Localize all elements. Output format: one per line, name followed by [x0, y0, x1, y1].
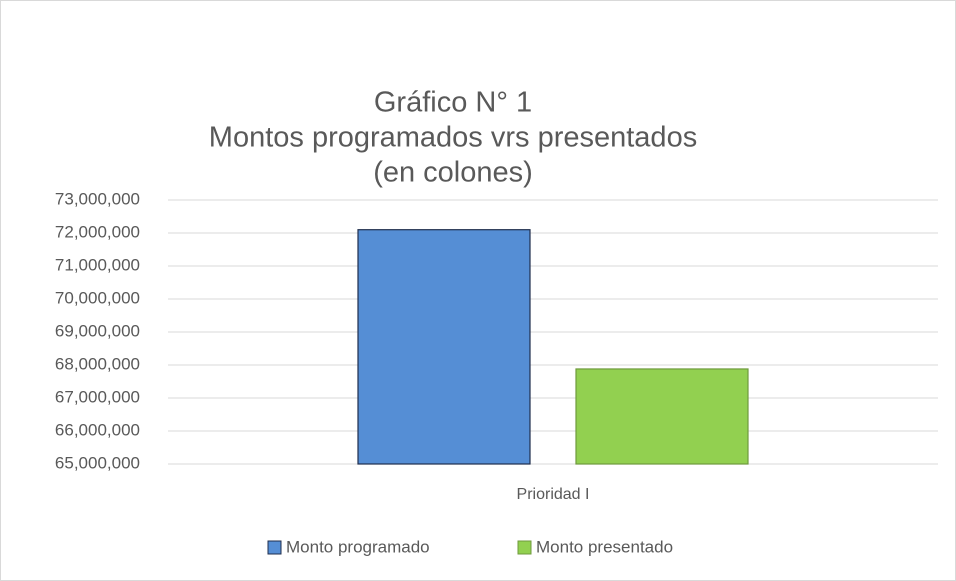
y-tick-label: 70,000,000: [55, 288, 140, 307]
y-tick-label: 71,000,000: [55, 255, 140, 274]
bar: [575, 368, 749, 465]
y-tick-label: 68,000,000: [55, 354, 140, 373]
y-tick-label: 67,000,000: [55, 387, 140, 406]
legend-swatch: [267, 540, 282, 555]
y-tick-label: 69,000,000: [55, 321, 140, 340]
chart-title: Montos programados vrs presentados: [209, 122, 697, 154]
legend-label: Monto presentado: [536, 537, 673, 556]
chart-title: (en colones): [373, 157, 533, 189]
y-tick-label: 73,000,000: [55, 189, 140, 208]
y-tick-label: 66,000,000: [55, 420, 140, 439]
legend-swatch: [517, 540, 532, 555]
y-tick-label: 65,000,000: [55, 453, 140, 472]
x-tick-label: Prioridad I: [517, 486, 590, 503]
bar: [357, 229, 531, 465]
legend-label: Monto programado: [286, 537, 430, 556]
y-tick-label: 72,000,000: [55, 222, 140, 241]
chart-title: Gráfico N° 1: [374, 87, 532, 119]
